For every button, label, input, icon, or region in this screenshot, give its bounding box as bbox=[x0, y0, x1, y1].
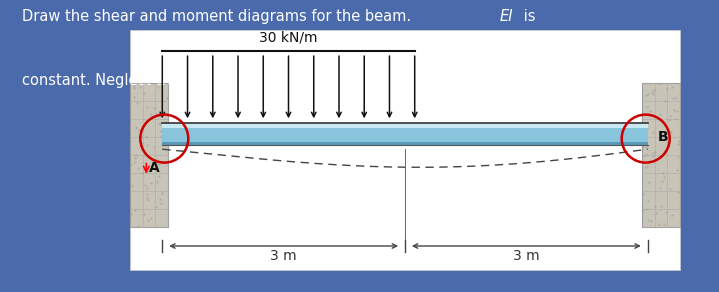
Text: A: A bbox=[149, 161, 160, 175]
Bar bbox=[162, 123, 648, 128]
Bar bbox=[130, 83, 168, 227]
Text: EI: EI bbox=[500, 9, 513, 24]
Bar bbox=[642, 83, 680, 227]
Text: 3 m: 3 m bbox=[270, 249, 297, 263]
Text: 30 kN/m: 30 kN/m bbox=[260, 30, 318, 44]
Bar bbox=[162, 142, 648, 145]
Text: constant. Neglect the effects of axial load.: constant. Neglect the effects of axial l… bbox=[22, 73, 333, 88]
Bar bbox=[162, 128, 648, 142]
Text: is: is bbox=[519, 9, 536, 24]
Text: B: B bbox=[658, 130, 669, 144]
Bar bbox=[130, 30, 680, 270]
Text: Draw the shear and moment diagrams for the beam.: Draw the shear and moment diagrams for t… bbox=[22, 9, 416, 24]
Text: 3 m: 3 m bbox=[513, 249, 540, 263]
